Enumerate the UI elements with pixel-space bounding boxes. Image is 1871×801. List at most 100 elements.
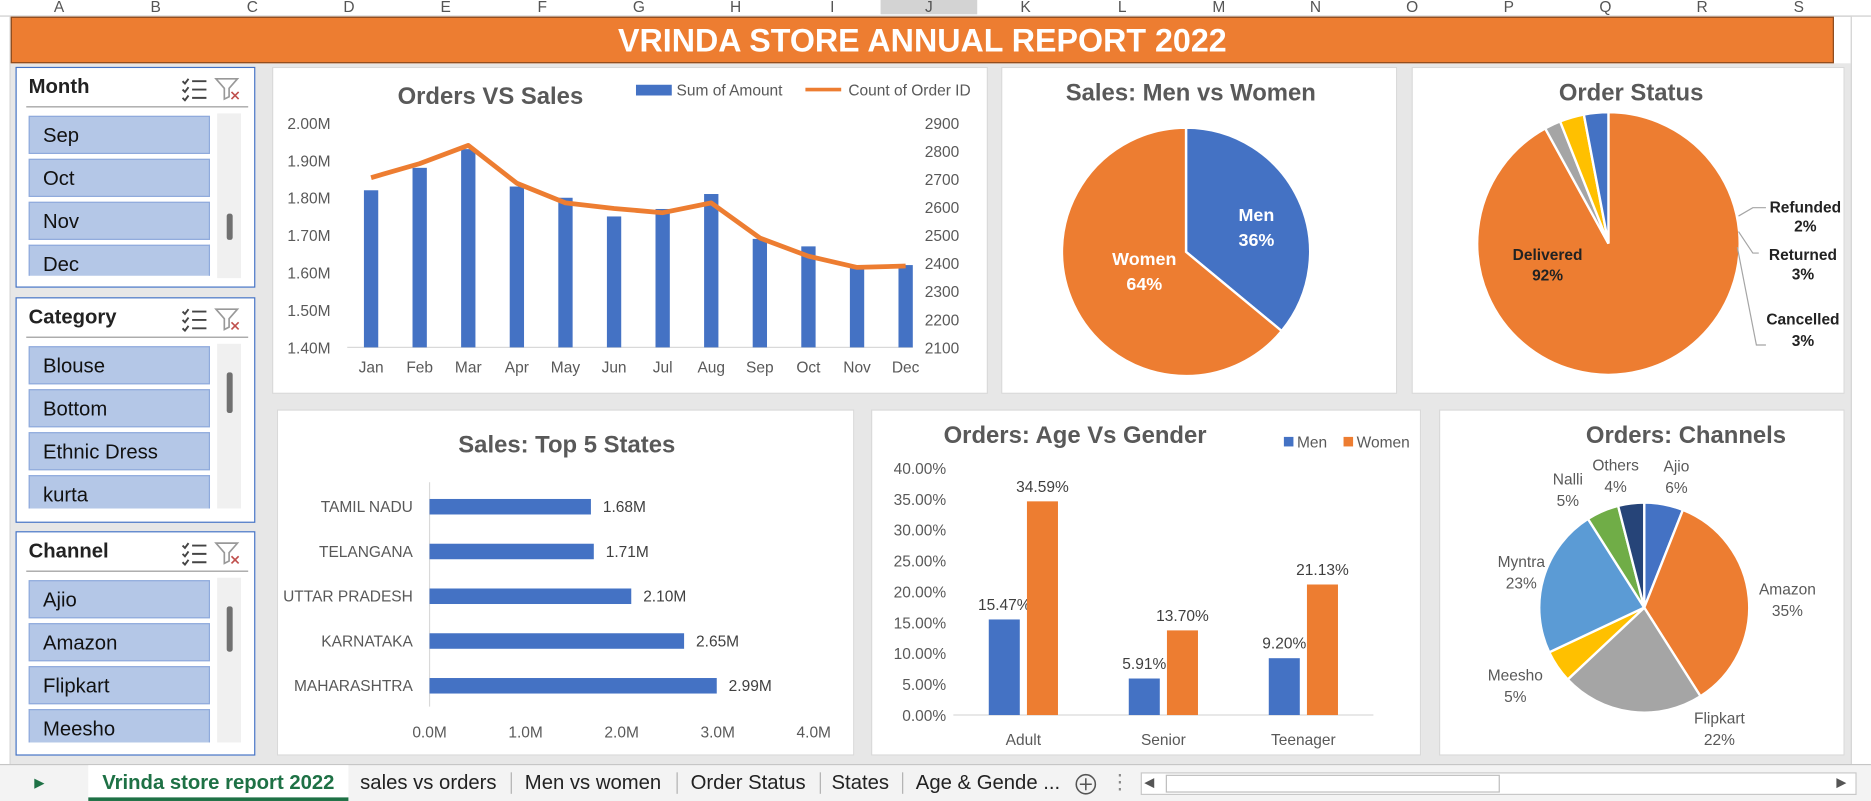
clear-filter-icon[interactable] bbox=[214, 306, 243, 332]
slicer-item-nov[interactable]: Nov bbox=[28, 201, 211, 240]
column-header-row: A B C D E F G H I J K L M N O P Q R S bbox=[0, 0, 1871, 17]
slicer-item-amazon[interactable]: Amazon bbox=[28, 623, 211, 662]
y-tick-label: 2.00M bbox=[287, 116, 330, 133]
multi-select-icon[interactable] bbox=[180, 306, 209, 332]
tab-options-icon[interactable]: ⋮ bbox=[1109, 771, 1130, 794]
sales-top-5-states-chart[interactable]: Sales: Top 5 States TAMIL NADU 1.68M TELANG… bbox=[276, 409, 855, 756]
legend-swatch-women bbox=[1343, 436, 1354, 447]
column-header-l[interactable]: L bbox=[1117, 0, 1127, 16]
x-tick-label: Aug bbox=[697, 359, 725, 376]
bar-amount bbox=[801, 246, 816, 348]
column-header-e[interactable]: E bbox=[440, 0, 451, 16]
legend-swatch-men bbox=[1283, 436, 1294, 447]
slicer-scrollbar[interactable] bbox=[217, 113, 242, 279]
column-header-r[interactable]: R bbox=[1696, 0, 1708, 16]
data-label: 1.68M bbox=[603, 499, 646, 516]
tab-scroll-right-icon[interactable]: ▸ bbox=[34, 771, 45, 794]
slicer-item-flipkart[interactable]: Flipkart bbox=[28, 666, 211, 705]
orders-age-vs-gender-chart[interactable]: Orders: Age Vs Gender Men Women 0.00% 5.00% 1… bbox=[871, 409, 1422, 756]
column-header-k[interactable]: K bbox=[1020, 0, 1031, 16]
clear-filter-icon[interactable] bbox=[214, 75, 243, 101]
tab-separator bbox=[819, 772, 821, 794]
column-header-d[interactable]: D bbox=[343, 0, 355, 16]
column-header-q[interactable]: Q bbox=[1599, 0, 1612, 16]
column-header-h[interactable]: H bbox=[729, 0, 742, 16]
tab-order-status[interactable]: Order Status bbox=[690, 771, 806, 794]
tab-age-gender[interactable]: Age & Gende ... bbox=[915, 771, 1061, 794]
slicer-item-kurta[interactable]: kurta bbox=[28, 475, 211, 509]
data-label: Others bbox=[1592, 457, 1639, 474]
horizontal-scrollbar[interactable]: ◀ ▶ bbox=[1140, 772, 1857, 796]
data-label: Ajio bbox=[1664, 459, 1690, 476]
add-sheet-icon[interactable] bbox=[1074, 772, 1098, 796]
data-label: 4% bbox=[1604, 479, 1627, 496]
scroll-left-icon[interactable]: ◀ bbox=[1144, 775, 1155, 791]
slicer-item-blouse[interactable]: Blouse bbox=[28, 346, 211, 385]
column-header-o[interactable]: O bbox=[1406, 0, 1419, 16]
pie-slice-men bbox=[1184, 126, 1312, 333]
order-status-chart[interactable]: Order Status Delivered 92% Refunded 2% Return… bbox=[1411, 66, 1845, 394]
y-tick-label: 20.00% bbox=[894, 584, 947, 601]
chart-title: Orders VS Sales bbox=[398, 83, 584, 110]
data-label: 23% bbox=[1506, 575, 1537, 592]
slicer-item-sep[interactable]: Sep bbox=[28, 115, 211, 154]
tab-states[interactable]: States bbox=[831, 771, 890, 794]
column-header-a[interactable]: A bbox=[53, 0, 65, 16]
column-header-s[interactable]: S bbox=[1793, 0, 1804, 16]
column-header-g[interactable]: G bbox=[632, 0, 645, 16]
slicer-scrollbar[interactable] bbox=[217, 343, 242, 509]
pie-slice-others bbox=[1616, 501, 1646, 608]
x-tick-label: Mar bbox=[455, 359, 482, 376]
multi-select-icon[interactable] bbox=[180, 540, 209, 566]
clear-filter-icon[interactable] bbox=[214, 540, 243, 566]
scroll-right-icon[interactable]: ▶ bbox=[1836, 775, 1847, 791]
tab-vrinda-store-report[interactable]: Vrinda store report 2022 bbox=[88, 765, 349, 801]
data-label: 21.13% bbox=[1296, 562, 1349, 579]
x-tick-label: Nov bbox=[843, 359, 871, 376]
orders-vs-sales-chart[interactable]: Orders VS Sales Sum of Amount Count of Ord… bbox=[272, 66, 988, 394]
x-tick-label: Oct bbox=[796, 359, 821, 376]
column-header-i[interactable]: I bbox=[830, 0, 835, 16]
slicer-item-bottom[interactable]: Bottom bbox=[28, 389, 211, 428]
legend-label: Women bbox=[1357, 435, 1410, 452]
scrollbar-thumb[interactable] bbox=[1165, 774, 1500, 793]
column-header-j[interactable]: J bbox=[880, 0, 978, 14]
tab-sales-vs-orders[interactable]: sales vs orders bbox=[360, 771, 497, 794]
slicer-item-ajio[interactable]: Ajio bbox=[28, 580, 211, 619]
column-header-p[interactable]: P bbox=[1503, 0, 1514, 16]
y2-tick-label: 2200 bbox=[925, 312, 960, 329]
orders-channels-chart[interactable]: Orders: Channels Ajio 6% Amazon 35% Flipkart 2… bbox=[1438, 409, 1845, 756]
leader-line bbox=[1737, 231, 1759, 254]
bar-women bbox=[1026, 501, 1058, 716]
column-header-b[interactable]: B bbox=[150, 0, 161, 16]
slicer-item-ethnic-dress[interactable]: Ethnic Dress bbox=[28, 432, 211, 471]
column-header-f[interactable]: F bbox=[537, 0, 548, 16]
slicer-item-meesho[interactable]: Meesho bbox=[28, 709, 211, 743]
slicer-item-oct[interactable]: Oct bbox=[28, 158, 211, 197]
data-label: 6% bbox=[1665, 480, 1688, 497]
chart-title: Orders: Channels bbox=[1586, 422, 1786, 449]
data-label: 9.20% bbox=[1262, 636, 1306, 653]
data-label: 5% bbox=[1557, 493, 1580, 510]
column-header-m[interactable]: M bbox=[1212, 0, 1226, 16]
data-label: Flipkart bbox=[1694, 710, 1745, 727]
column-header-n[interactable]: N bbox=[1309, 0, 1322, 16]
column-header-c[interactable]: C bbox=[246, 0, 258, 16]
legend-label: Count of Order ID bbox=[848, 82, 970, 99]
data-label: Nalli bbox=[1553, 472, 1583, 489]
x-tick-label: Senior bbox=[1141, 732, 1186, 749]
data-label: 35% bbox=[1772, 603, 1803, 620]
slicer-scroll-thumb[interactable] bbox=[226, 606, 233, 652]
data-label: Refunded bbox=[1770, 199, 1841, 216]
y-tick-label: 1.60M bbox=[287, 266, 330, 283]
tab-men-vs-women[interactable]: Men vs women bbox=[524, 771, 662, 794]
slicer-scroll-thumb[interactable] bbox=[226, 372, 233, 414]
banner-title: VRINDA STORE ANNUAL REPORT 2022 bbox=[10, 16, 1834, 64]
multi-select-icon[interactable] bbox=[180, 75, 209, 102]
y-tick-label: 1.50M bbox=[287, 303, 330, 320]
slicer-scrollbar[interactable] bbox=[217, 577, 242, 743]
slicer-item-dec[interactable]: Dec bbox=[28, 244, 211, 276]
sales-men-vs-women-chart[interactable]: Sales: Men vs Women Men 36% Women 64% bbox=[1001, 66, 1398, 394]
bar-amount bbox=[849, 265, 865, 348]
slicer-scroll-thumb[interactable] bbox=[226, 213, 233, 240]
